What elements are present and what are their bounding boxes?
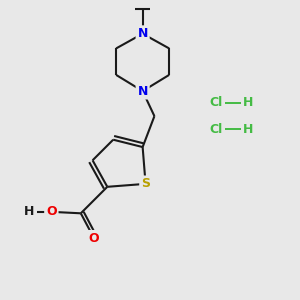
Text: H: H — [24, 205, 34, 218]
Text: N: N — [137, 27, 148, 40]
Text: O: O — [46, 205, 57, 218]
Text: Cl: Cl — [209, 123, 222, 136]
Text: N: N — [137, 85, 148, 98]
Text: H: H — [243, 96, 253, 110]
Text: S: S — [141, 177, 150, 190]
Text: O: O — [89, 232, 99, 245]
Text: Cl: Cl — [209, 96, 222, 110]
Text: H: H — [243, 123, 253, 136]
